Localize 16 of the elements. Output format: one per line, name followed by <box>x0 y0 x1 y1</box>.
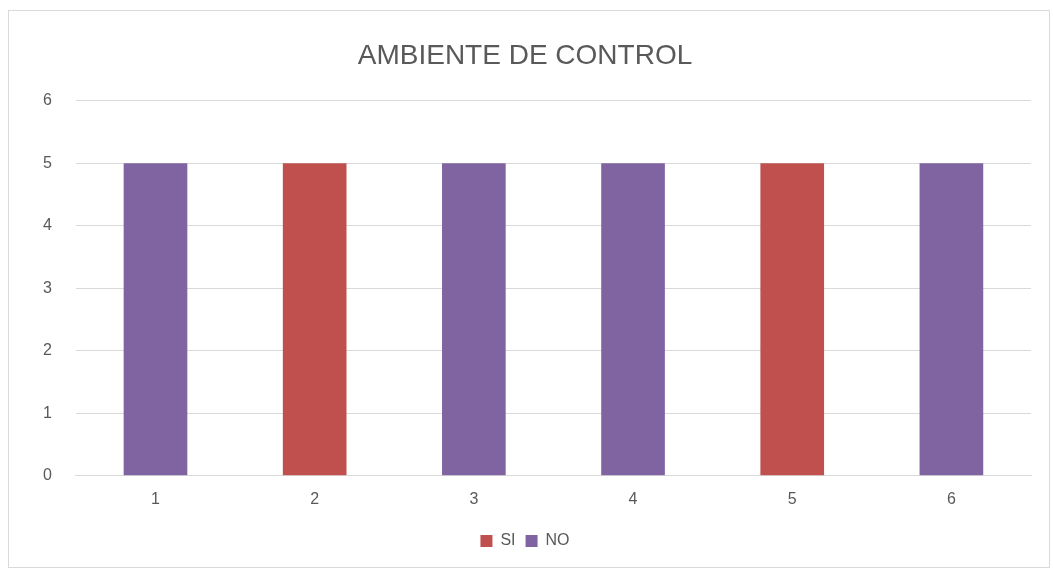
x-tick-label: 5 <box>787 489 797 507</box>
y-tick-label: 0 <box>42 466 52 484</box>
x-tick-label: 6 <box>946 489 956 507</box>
y-tick-label: 6 <box>42 91 52 109</box>
legend-label: NO <box>545 531 570 549</box>
x-tick-label: 3 <box>469 489 479 507</box>
y-tick-label: 5 <box>42 153 52 171</box>
y-tick-label: 4 <box>42 216 52 234</box>
y-tick-label: 1 <box>42 403 52 421</box>
y-tick-label: 2 <box>42 341 52 359</box>
x-tick-label: 2 <box>310 489 320 507</box>
chart-title: AMBIENTE DE CONTROL <box>357 38 693 70</box>
x-tick-label: 4 <box>628 489 638 507</box>
y-tick-label: 3 <box>42 278 52 296</box>
legend-label: SI <box>500 531 516 549</box>
x-tick-label: 1 <box>151 489 161 507</box>
